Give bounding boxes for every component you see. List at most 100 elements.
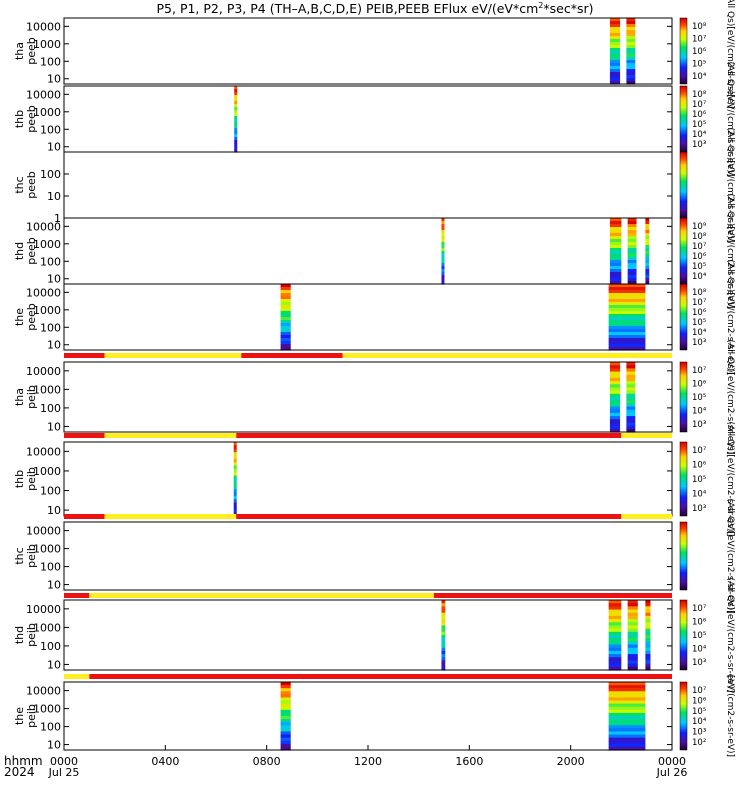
mode-bar-segment — [342, 353, 672, 358]
data-block — [609, 218, 622, 285]
y-tick-label: 10 — [47, 504, 61, 517]
y-tick-label: 10000 — [26, 525, 61, 538]
y-tick-label: 10000 — [26, 685, 61, 698]
panel-frame — [63, 599, 673, 671]
colorbar: 10⁷ 10⁶ 10⁵ 10⁴ 10³ (All Qs)[eV/(cm2-s-sr-eV)… — [679, 578, 735, 692]
panel-frame — [63, 17, 673, 85]
y-tick-label: 100 — [40, 123, 61, 136]
panel-probe-label: thc — [13, 547, 26, 564]
data-block — [280, 682, 291, 751]
y-tick-label: 1000 — [33, 383, 61, 396]
mode-bar-segment — [433, 593, 672, 598]
panel-tha-peib: 10000 1000 100 10 tha peib 10⁷ 10⁶ 10⁵ 10⁴ 10³ (All… — [13, 340, 735, 455]
panel-frame — [63, 441, 673, 517]
panel-instrument-label: peib — [25, 385, 38, 409]
panel-probe-label: thb — [13, 110, 26, 128]
panel-probe-label: the — [13, 308, 26, 326]
colorbar: 10⁷ 10⁶ 10⁵ 10⁴ 10³ (All Qs)[eV/(cm2-s-sr-eV)… — [679, 340, 735, 455]
panel-thd-peib: 10000 1000 100 10 thd peib 10⁷ 10⁶ 10⁵ 10⁴ 10³ (All… — [13, 578, 735, 693]
data-block — [441, 600, 446, 671]
panel-probe-label: tha — [13, 42, 26, 60]
colorbar-tick-label: 10⁶ — [692, 110, 707, 120]
colorbar-title: (All Qs)[eV/(cm2-s-sr-eV)] — [725, 128, 735, 243]
data-block — [608, 682, 646, 751]
panel-probe-label: thd — [13, 242, 26, 260]
panel-thc-peib: 10000 1000 100 10 thc peib (All Qs)[eV/(cm2-s-… — [13, 499, 735, 614]
colorbar-tick-label: 10⁵ — [692, 631, 706, 641]
y-tick-label: 1000 — [33, 703, 61, 716]
y-tick-label: 1000 — [33, 543, 61, 556]
colorbar-gradient — [679, 361, 688, 433]
y-tick-label: 10 — [47, 190, 61, 203]
colorbar-tick-label: 10⁵ — [692, 475, 706, 485]
colorbar-title: (All Qs)[eV/(cm2-s-sr-eV)] — [725, 194, 735, 309]
colorbar-title: (All Qs)[eV/(cm2-s-sr-eV)] — [725, 260, 735, 375]
colorbar-tick-label: 10⁶ — [692, 47, 707, 57]
colorbar-tick-label: 10³ — [692, 140, 706, 150]
data-block — [645, 600, 651, 671]
panel-probe-label: thc — [13, 176, 26, 193]
colorbar-gradient — [679, 283, 688, 351]
x-tick-date: Jul 26 — [656, 766, 688, 779]
data-block — [233, 442, 237, 517]
panel-probe-label: the — [13, 707, 26, 725]
colorbar-title: (All Qs)[eV/(cm2-s-sr-eV)] — [725, 340, 735, 455]
panel-instrument-label: peib — [25, 467, 38, 491]
y-tick-label: 100 — [40, 561, 61, 574]
y-tick-label: 10000 — [26, 88, 61, 101]
data-block — [441, 218, 445, 285]
colorbar-tick-label: 10³ — [692, 728, 706, 738]
colorbar-tick-label: 10⁹ — [692, 222, 707, 232]
mode-bar-segment — [64, 433, 105, 438]
colorbar-tick-label: 10⁷ — [692, 604, 707, 614]
x-tick-label: 0800 — [253, 755, 281, 768]
colorbar-tick-label: 10³ — [692, 338, 706, 348]
colorbar-gradient — [679, 521, 688, 591]
panel-instrument-label: peeb — [25, 37, 38, 65]
colorbar-tick-label: 10⁴ — [692, 72, 707, 82]
panel-instrument-label: peeb — [25, 303, 38, 331]
y-tick-label: 10000 — [26, 365, 61, 378]
colorbar-tick-label: 10⁷ — [692, 242, 707, 252]
panel-frame — [63, 521, 673, 591]
colorbar-tick-label: 10⁴ — [692, 272, 707, 282]
panel-instrument-label: peib — [25, 704, 38, 728]
colorbar-title: (All Qs)[eV/(cm2-s-sr-eV)] — [725, 62, 735, 177]
colorbar-tick-label: 10³ — [692, 420, 706, 430]
colorbar-tick-label: 10⁵ — [692, 120, 706, 130]
colorbar-title: (All Qs)[eV/(cm2-s-sr-eV)] — [725, 0, 735, 108]
y-tick-label: 1000 — [33, 621, 61, 634]
y-tick-label: 100 — [40, 721, 61, 734]
figure-title: P5, P1, P2, P3, P4 (TH–A,B,C,D,E) PEIB,P… — [157, 1, 594, 16]
colorbar-tick-label: 10⁷ — [692, 100, 707, 110]
mode-bar-segment — [621, 514, 672, 519]
y-tick-label: 10 — [47, 658, 61, 671]
x-tick-label: 0000 — [658, 755, 686, 768]
panel-probe-label: thb — [13, 470, 26, 488]
panel-frame — [63, 151, 673, 219]
data-block — [627, 600, 638, 671]
colorbar-tick-label: 10⁴ — [692, 328, 707, 338]
colorbar-tick-label: 10³ — [692, 658, 706, 668]
y-tick-label: 1000 — [33, 465, 61, 478]
y-tick-label: 10 — [47, 339, 61, 352]
y-tick-label: 10 — [47, 739, 61, 752]
colorbar-tick-label: 10⁵ — [692, 393, 706, 403]
y-tick-label: 100 — [40, 640, 61, 653]
mode-bar-segment — [64, 353, 105, 358]
panel-frame — [63, 283, 673, 351]
x-tick-label: 0400 — [151, 755, 179, 768]
colorbar-tick-label: 10⁴ — [692, 645, 707, 655]
colorbar-tick-label: 10⁷ — [692, 35, 707, 45]
panel-instrument-label: peeb — [25, 105, 38, 133]
y-tick-label: 100 — [40, 402, 61, 415]
y-tick-label: 1000 — [33, 304, 61, 317]
x-axis-label-hhmm: hhmm — [4, 754, 43, 768]
colorbar-tick-label: 10⁴ — [692, 407, 707, 417]
mode-bar-segment — [64, 674, 90, 679]
